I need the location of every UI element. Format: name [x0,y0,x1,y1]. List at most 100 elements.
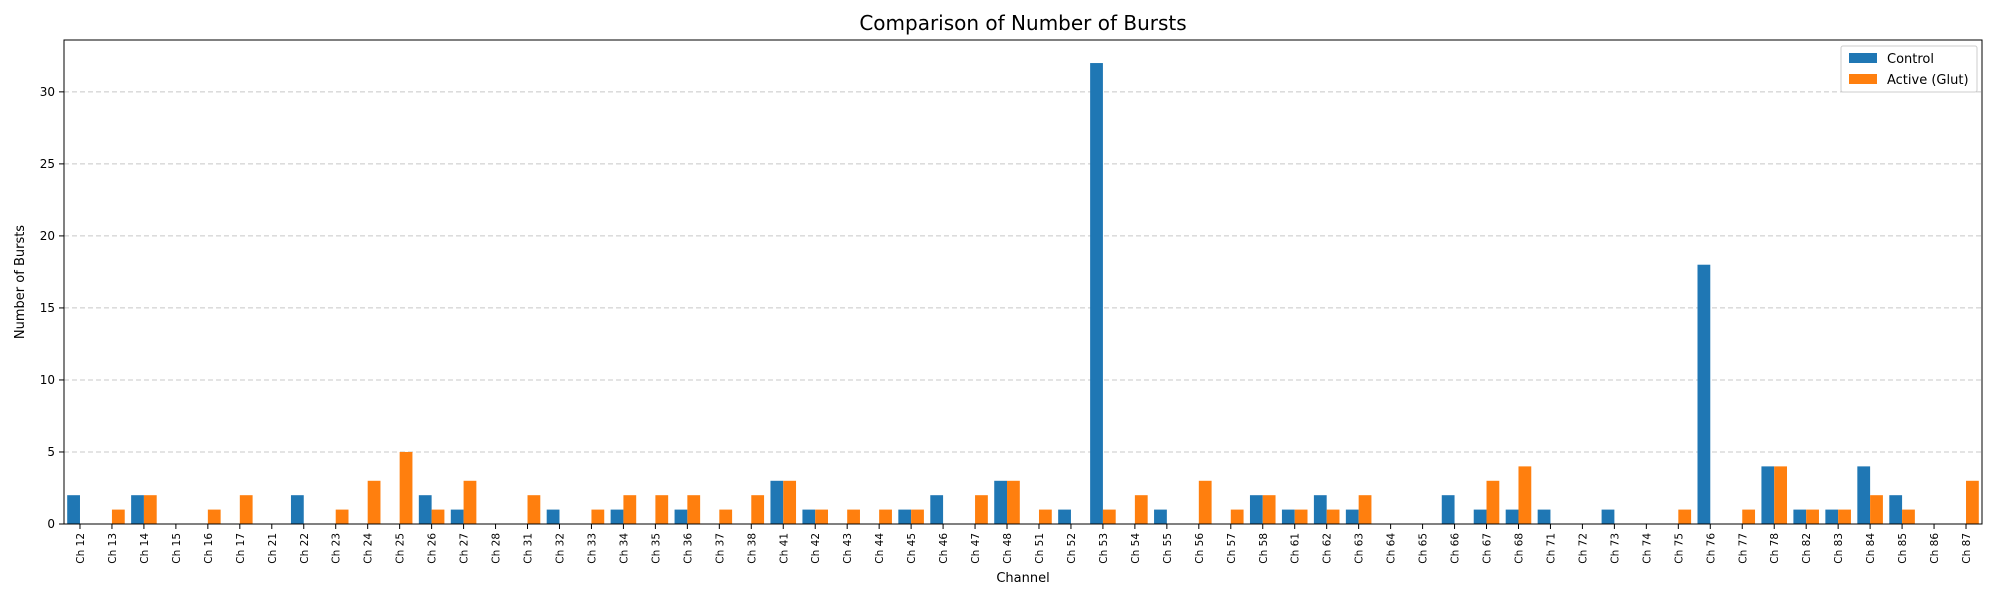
bar-active-glut [687,495,701,524]
bar-control [1761,466,1775,524]
bar-active-glut [1230,509,1244,524]
bar-active-glut [1358,495,1372,524]
x-tick-label: Ch 52 [1066,533,1078,564]
bar-control [1154,509,1167,524]
bar-active-glut [1326,509,1340,524]
y-tick-label: 25 [40,157,55,171]
bar-control [1537,509,1551,524]
y-tick-label: 30 [40,85,55,99]
bar-active-glut [431,509,445,524]
bar-active-glut [1678,509,1692,524]
bar-active-glut [1007,480,1020,524]
x-tick-label: Ch 86 [1929,533,1941,564]
x-tick-label: Ch 71 [1545,533,1557,564]
x-tick-label: Ch 73 [1609,533,1621,564]
bar-active-glut [1486,480,1500,524]
x-tick-label: Ch 57 [1226,533,1238,564]
bar-control [930,495,944,524]
y-axis: 0 5 10 15 20 25 30 [40,85,64,531]
x-tick-label: Ch 45 [906,533,918,564]
x-tick-label: Ch 31 [523,533,535,564]
x-tick-label: Ch 68 [1513,533,1525,564]
legend-label-control: Control [1887,52,1934,67]
bar-control [1601,509,1615,524]
bar-control [1249,495,1263,524]
bars [67,63,1979,525]
x-tick-label: Ch 42 [810,533,822,564]
bar-active-glut [111,509,125,524]
bar-active-glut [335,509,349,524]
bar-control [770,480,784,524]
bar-control [994,480,1008,524]
bar-control [1090,63,1103,525]
x-tick-label: Ch 21 [267,533,279,564]
x-tick-label: Ch 14 [139,533,151,564]
bar-active-glut [591,509,605,524]
x-tick-label: Ch 84 [1865,533,1877,564]
x-tick-label: Ch 47 [970,533,982,564]
x-tick-label: Ch 78 [1769,533,1781,564]
x-tick-label: Ch 12 [75,533,87,564]
plot-frame [63,39,1983,525]
bar-active-glut [463,480,477,524]
x-tick-label: Ch 61 [1290,533,1302,564]
bar-control [1889,495,1903,524]
bar-active-glut [239,495,253,524]
bar-active-glut [1294,509,1308,524]
bar-active-glut [1742,509,1756,524]
x-axis-label: Channel [996,571,1049,586]
x-tick-label: Ch 51 [1034,533,1046,564]
x-tick-label: Ch 43 [842,533,854,564]
bar-active-glut [783,480,797,524]
x-tick-label: Ch 24 [363,533,375,564]
bar-control [1697,264,1711,524]
legend: Control Active (Glut) [1840,45,1978,93]
y-tick-label: 10 [40,373,55,387]
x-tick-label: Ch 76 [1705,533,1717,564]
bar-active-glut [623,495,637,524]
x-tick-label: Ch 77 [1737,533,1749,564]
bar-control [1313,495,1327,524]
bar-active-glut [975,495,988,524]
x-tick-label: Ch 32 [554,533,566,564]
bar-control [1857,466,1871,524]
bar-active-glut [207,509,221,524]
bar-active-glut [911,509,924,524]
bar-active-glut [1198,480,1212,524]
bar-control [802,509,816,524]
x-tick-label: Ch 67 [1482,533,1494,564]
y-tick-label: 20 [40,229,55,243]
x-tick-label: Ch 48 [1002,533,1014,564]
x-tick-label: Ch 65 [1418,533,1430,564]
x-tick-label: Ch 56 [1194,533,1206,564]
x-tick-label: Ch 25 [395,533,407,564]
x-tick-label: Ch 26 [427,533,439,564]
y-tick-label: 0 [47,517,55,531]
bar-active-glut [399,451,413,524]
bar-active-glut [655,495,669,524]
bar-control [610,509,624,524]
bar-control [546,509,560,524]
x-tick-label: Ch 75 [1673,533,1685,564]
bar-active-glut [815,509,829,524]
bar-active-glut [1806,509,1819,524]
y-axis-label: Number of Bursts [13,225,28,339]
bar-active-glut [1902,509,1915,524]
bar-control [674,509,688,524]
x-tick-label: Ch 15 [171,533,183,564]
x-tick-label: Ch 17 [235,533,247,564]
x-tick-label: Ch 58 [1258,533,1270,564]
x-tick-label: Ch 83 [1833,533,1845,564]
x-tick-label: Ch 23 [331,533,343,564]
x-tick-label: Ch 54 [1130,533,1142,564]
bar-control [1793,509,1807,524]
bar-active-glut [1518,466,1532,524]
chart-title: Comparison of Number of Bursts [859,11,1186,35]
bar-control [1473,509,1487,524]
bar-active-glut [1838,509,1851,524]
bar-active-glut [879,509,892,524]
bar-control [131,495,144,524]
bar-control [1345,509,1359,524]
y-tick-label: 15 [40,301,55,315]
